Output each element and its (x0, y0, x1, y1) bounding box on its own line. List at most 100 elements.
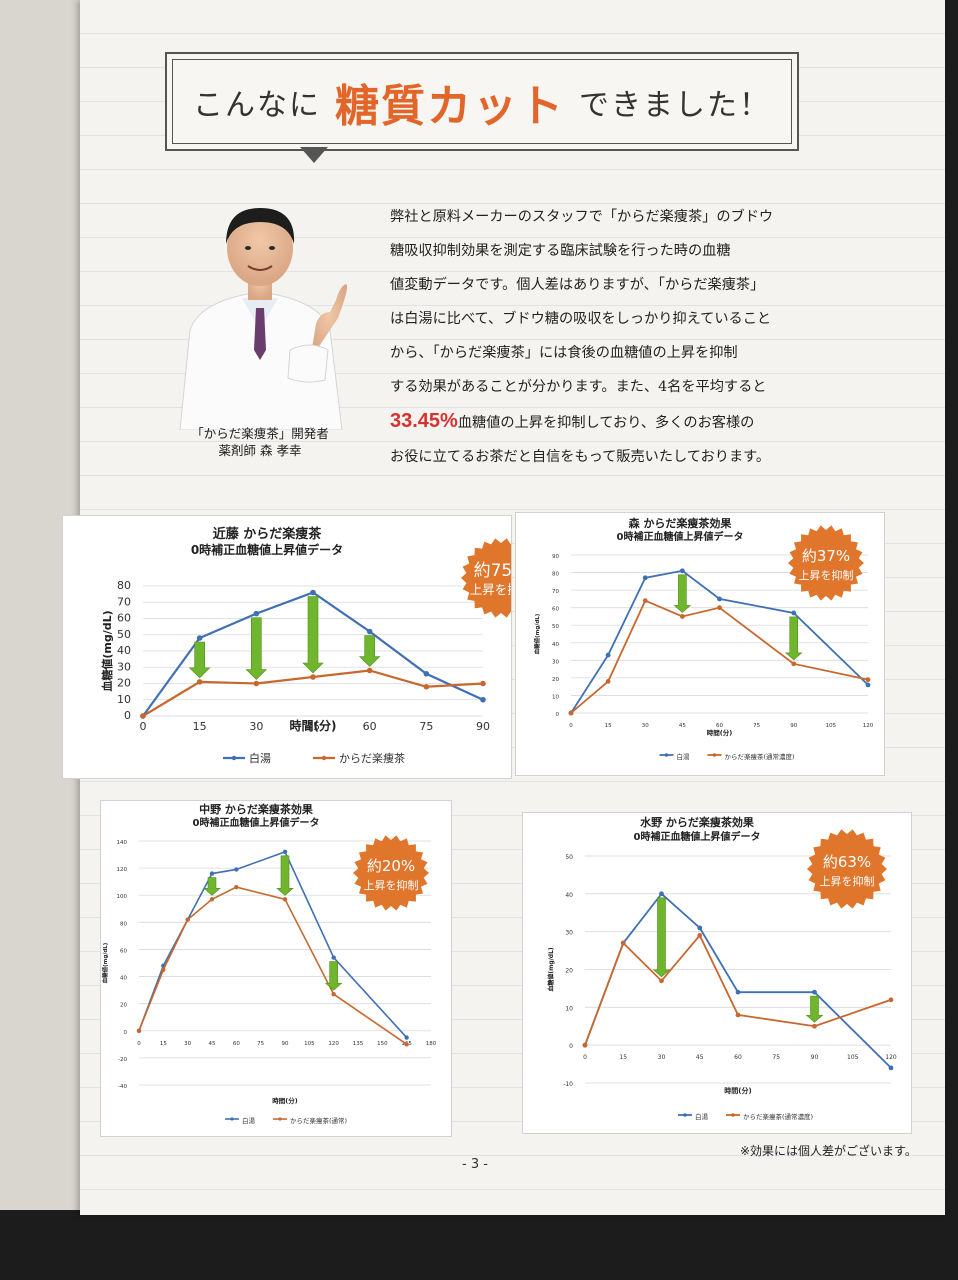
data-point (642, 575, 648, 581)
data-point (136, 1028, 142, 1033)
data-point (234, 884, 239, 890)
badge-percentage: 約37% (802, 547, 850, 565)
x-tick-label: 0 (569, 723, 573, 729)
x-tick-label: 135 (353, 1041, 364, 1047)
x-tick-label: 75 (753, 723, 760, 729)
legend-marker (231, 755, 237, 761)
series-line (138, 886, 408, 1045)
data-point (196, 679, 203, 685)
data-point (679, 614, 685, 619)
x-axis-label: 時間(分) (724, 1086, 751, 1095)
reduction-arrow-icon (358, 635, 381, 667)
data-point (717, 596, 722, 602)
data-point (404, 1042, 409, 1047)
data-point (791, 661, 797, 667)
y-tick-label: 40 (565, 892, 573, 899)
data-point (331, 991, 336, 997)
data-point (659, 978, 664, 984)
heading-banner-inner: こんなに 糖質カット できました！ (172, 59, 792, 144)
x-tick-label: 45 (696, 1054, 704, 1061)
y-tick-label: 30 (117, 660, 131, 673)
y-tick-label: -10 (563, 1081, 573, 1088)
series-line (584, 892, 892, 1069)
y-axis-label: 血糖値(mg/dL) (533, 613, 541, 654)
data-point (735, 1012, 741, 1018)
x-tick-label: 150 (377, 1041, 388, 1047)
x-tick-label: 0 (583, 1054, 587, 1061)
data-point (888, 997, 894, 1003)
reduction-arrow-icon (324, 961, 343, 991)
x-tick-label: 105 (847, 1054, 859, 1061)
suppression-badge (353, 835, 429, 911)
legend-label: 白湯 (677, 752, 691, 761)
data-point (196, 635, 203, 641)
legend-marker (731, 1113, 735, 1117)
y-tick-label: 80 (120, 921, 127, 927)
data-point (331, 955, 336, 960)
badge-caption: 上昇を抑制 (470, 582, 511, 597)
x-tick-label: 60 (363, 720, 377, 733)
y-tick-label: 20 (552, 677, 559, 683)
reduction-arrow-icon (188, 641, 211, 679)
data-point (140, 713, 146, 719)
y-tick-label: 0 (124, 709, 131, 722)
y-tick-label: 100 (117, 894, 128, 900)
x-axis-label: 時間(分) (290, 718, 337, 733)
legend-label: からだ楽痩茶(通常濃度) (725, 752, 795, 761)
y-tick-label: -40 (118, 1084, 127, 1090)
x-tick-label: 30 (249, 720, 263, 733)
data-point (234, 867, 239, 872)
y-tick-label: 80 (552, 572, 559, 578)
x-tick-label: 30 (184, 1041, 191, 1047)
badge-percentage: 約63% (823, 853, 871, 871)
y-tick-label: 40 (120, 976, 127, 982)
y-tick-label: 70 (552, 589, 559, 595)
data-point (697, 925, 703, 931)
x-tick-label: 120 (863, 723, 874, 729)
suppression-badge (788, 525, 864, 601)
legend-label: からだ楽痩茶(通常) (290, 1116, 347, 1125)
legend-label: からだ楽痩茶(通常濃度) (743, 1112, 813, 1121)
legend-marker (712, 753, 717, 757)
legend-label: 白湯 (249, 751, 271, 765)
y-axis-label: 血糖値(mg/dL) (101, 942, 109, 983)
y-tick-label: 50 (117, 628, 131, 641)
suppression-badge (807, 829, 887, 909)
y-tick-label: 20 (117, 677, 131, 690)
x-tick-label: 75 (257, 1041, 264, 1047)
x-tick-label: 90 (282, 1041, 289, 1047)
y-tick-label: 10 (117, 693, 131, 706)
reduction-arrow-icon (784, 616, 803, 661)
y-tick-label: 50 (552, 624, 559, 630)
data-point (605, 679, 611, 684)
x-tick-label: 105 (304, 1041, 315, 1047)
y-tick-label: 90 (552, 554, 559, 560)
intro-paragraph: 弊社と原料メーカーのスタッフで「からだ楽痩茶」のブドウ 糖吸収抑制効果を測定する… (390, 200, 820, 474)
chart-panel-kondo: 近藤 からだ楽痩茶 0時補正血糖値上昇値データ 0 10 20 30 40 50 60 70 80 0… (62, 515, 512, 779)
legend-marker (230, 1117, 234, 1121)
data-point (568, 710, 574, 716)
chart-title: 水野 からだ楽痩茶効果 (640, 815, 754, 829)
data-point (282, 849, 288, 855)
x-tick-label: 30 (658, 1054, 666, 1061)
data-point (423, 683, 430, 690)
data-point (480, 680, 486, 687)
y-tick-label: 50 (565, 854, 573, 861)
developer-caption: 「からだ楽痩茶」開発者 薬剤師 森 孝幸 (160, 425, 360, 459)
x-tick-label: 60 (233, 1041, 240, 1047)
data-point (812, 1023, 817, 1029)
data-point (888, 1065, 894, 1071)
y-tick-label: 80 (117, 579, 131, 592)
y-tick-label: 40 (117, 644, 131, 657)
x-tick-label: 90 (811, 1054, 819, 1061)
data-point (735, 989, 741, 995)
y-tick-label: -20 (118, 1057, 127, 1063)
data-point (717, 605, 722, 611)
chart-title: 森 からだ楽痩茶効果 (629, 516, 732, 530)
x-tick-label: 15 (193, 720, 207, 733)
chart-subtitle: 0時補正血糖値上昇値データ (191, 542, 343, 557)
data-point (480, 696, 486, 703)
data-point (791, 610, 797, 616)
x-tick-label: 0 (137, 1041, 141, 1047)
